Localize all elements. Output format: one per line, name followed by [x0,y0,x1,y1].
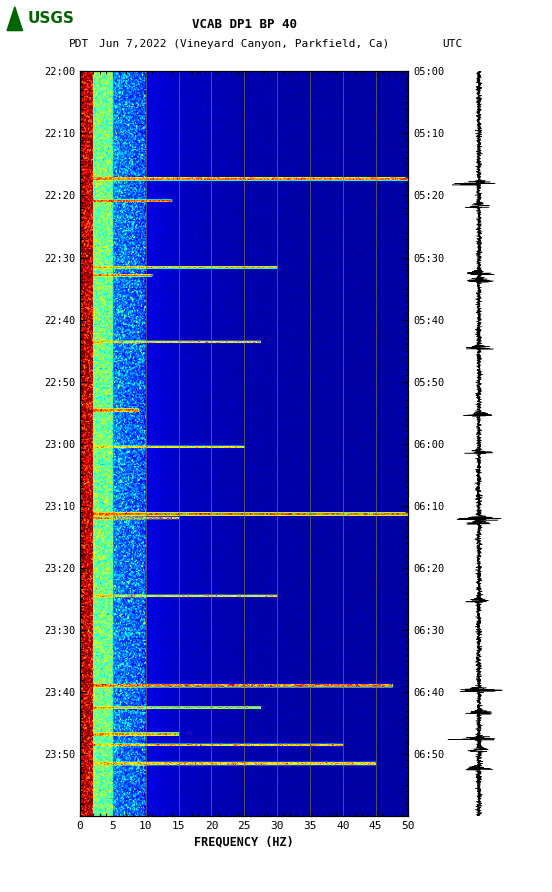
Text: Jun 7,2022 (Vineyard Canyon, Parkfield, Ca): Jun 7,2022 (Vineyard Canyon, Parkfield, … [99,39,389,49]
Text: USGS: USGS [27,12,74,26]
Text: VCAB DP1 BP 40: VCAB DP1 BP 40 [192,18,297,31]
Text: PDT: PDT [69,39,89,49]
Polygon shape [7,7,23,30]
Text: UTC: UTC [443,39,463,49]
X-axis label: FREQUENCY (HZ): FREQUENCY (HZ) [194,835,294,848]
